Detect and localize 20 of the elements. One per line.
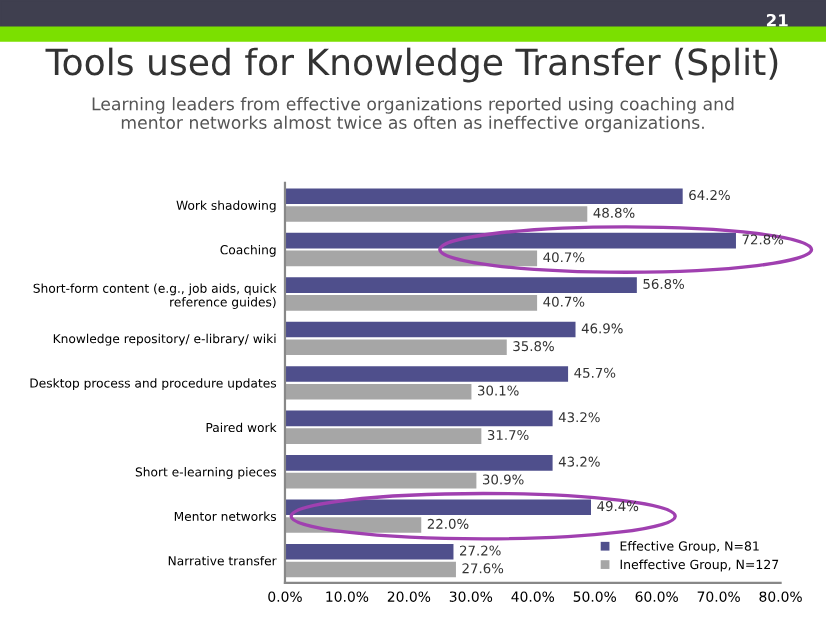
bar (284, 206, 588, 222)
bar (284, 277, 637, 293)
bar (284, 295, 538, 311)
bar (284, 410, 553, 427)
bar (284, 188, 683, 205)
bar (284, 321, 576, 338)
bar (284, 250, 538, 267)
text: 21 (766, 13, 788, 27)
chart-title: Tools used for Knowledge Transfer (Split) (45, 47, 778, 83)
bar (284, 366, 569, 382)
bar (284, 472, 477, 489)
chart-subtitle: Learning leaders from effective organizations reported using coaching and mentor networks almost twice as often as ineffective organizations. (92, 97, 734, 133)
bar (284, 383, 472, 400)
bar (284, 232, 736, 249)
bar (284, 428, 482, 444)
bar (284, 543, 454, 560)
bar (284, 339, 507, 356)
bar (284, 561, 456, 578)
bar (284, 499, 591, 516)
bar (284, 455, 553, 471)
